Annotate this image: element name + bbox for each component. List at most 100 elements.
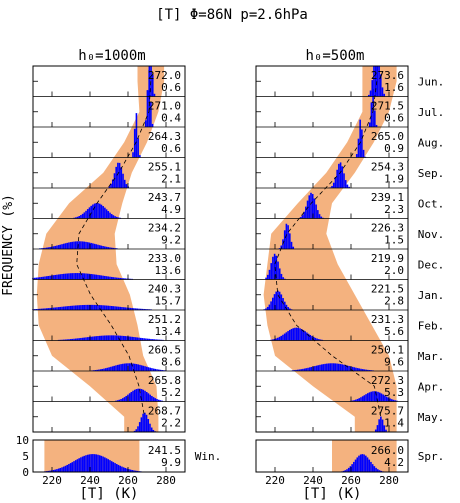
- histogram-bar: [151, 395, 153, 402]
- histogram-bar: [380, 393, 383, 402]
- histogram-bar: [62, 243, 65, 249]
- histogram-bar: [124, 307, 127, 310]
- histogram-bar: [115, 335, 118, 341]
- histogram-bar: [85, 304, 87, 310]
- x-tick-label: 260: [118, 474, 138, 487]
- histogram-bar: [392, 399, 395, 402]
- histogram-bar: [135, 113, 138, 158]
- histogram-jul: [368, 88, 378, 127]
- histogram-bar: [98, 305, 101, 310]
- histogram-bar: [76, 216, 79, 219]
- annual-bar: [351, 464, 353, 472]
- month-label: May.: [418, 411, 445, 424]
- histogram-bar: [85, 273, 87, 280]
- histogram-bar: [157, 369, 160, 371]
- histogram-bar: [104, 368, 107, 371]
- histogram-bar: [83, 273, 86, 280]
- histogram-bar: [355, 399, 357, 402]
- histogram-bar: [377, 391, 379, 402]
- histogram-bar: [289, 233, 291, 249]
- annual-bar: [375, 467, 377, 472]
- histogram-bar: [368, 370, 371, 371]
- histogram-bar: [353, 367, 355, 371]
- histogram-bar: [338, 163, 340, 188]
- histogram-bar: [298, 369, 301, 371]
- histogram-bar: [57, 245, 60, 249]
- histogram-bar: [306, 200, 309, 219]
- annual-bar: [349, 466, 352, 472]
- mean-value: 219.9: [371, 252, 404, 265]
- histogram-aug: [132, 113, 141, 158]
- annual-bar: [88, 454, 91, 472]
- mean-value: 272.0: [148, 69, 181, 82]
- histogram-bar: [381, 419, 384, 432]
- histogram-bar: [150, 102, 152, 127]
- histogram-bar: [270, 301, 272, 310]
- histogram-bar: [97, 203, 99, 219]
- sd-value: 5.2: [161, 386, 181, 399]
- histogram-bar: [62, 306, 65, 310]
- annual-bar: [117, 464, 120, 472]
- histogram-bar: [315, 204, 317, 219]
- histogram-bar: [88, 336, 91, 341]
- histogram-bar: [341, 166, 344, 188]
- histogram-bar: [90, 273, 92, 280]
- histogram-bar: [81, 241, 84, 249]
- histogram-bar: [292, 246, 295, 249]
- histogram-bar: [351, 400, 354, 402]
- histogram-bar: [145, 309, 147, 310]
- mean-value: 240.3: [148, 283, 181, 296]
- histogram-bar: [285, 304, 288, 310]
- histogram-bar: [332, 363, 335, 371]
- histogram-bar: [311, 336, 313, 341]
- annual-bar: [64, 465, 67, 472]
- histogram-bar: [40, 308, 43, 310]
- histogram-bar: [144, 120, 147, 127]
- histogram-bar: [103, 368, 105, 371]
- histogram-bar: [136, 308, 139, 310]
- histogram-bar: [145, 366, 148, 371]
- panel-title-right: h₀=500m: [305, 48, 364, 64]
- histogram-bar: [44, 308, 46, 310]
- annual-bar: [81, 456, 84, 472]
- histogram-bar: [288, 329, 291, 341]
- histogram-bar: [129, 336, 132, 341]
- histogram-bar: [271, 297, 274, 310]
- annual-bar: [73, 461, 75, 472]
- histogram-bar: [126, 336, 128, 341]
- histogram-bar: [343, 173, 345, 188]
- histogram-bar: [280, 245, 283, 249]
- annual-bar: [124, 467, 127, 472]
- histogram-bar: [368, 122, 371, 127]
- histogram-may: [374, 416, 387, 432]
- histogram-bar: [361, 396, 364, 402]
- annual-bar: [83, 455, 86, 472]
- histogram-bar: [66, 339, 68, 341]
- histogram-bar: [331, 185, 333, 188]
- histogram-bar: [66, 306, 68, 310]
- histogram-bar: [124, 336, 127, 341]
- histogram-bar: [381, 87, 384, 97]
- histogram-bar: [78, 338, 80, 341]
- histogram-bar: [69, 339, 72, 341]
- histogram-bar: [105, 276, 108, 280]
- histogram-bar: [142, 413, 144, 432]
- histogram-bar: [273, 253, 276, 280]
- histogram-bar: [317, 365, 320, 371]
- histogram-bar: [135, 364, 138, 371]
- annual-bar: [131, 469, 133, 472]
- histogram-bar: [107, 335, 110, 341]
- histogram-bar: [292, 328, 295, 341]
- histogram-bar: [270, 263, 272, 280]
- annual-bar: [127, 469, 130, 472]
- histogram-bar: [100, 275, 103, 280]
- histogram-bar: [147, 419, 150, 432]
- histogram-bar: [112, 247, 115, 249]
- histogram-bar: [369, 90, 372, 97]
- annual-bar: [353, 461, 355, 472]
- annual-y-tick-label: 5: [22, 450, 29, 463]
- histogram-bar: [148, 69, 150, 127]
- annual-bar: [74, 460, 77, 472]
- histogram-bar: [138, 422, 141, 432]
- histogram-bar: [37, 308, 39, 310]
